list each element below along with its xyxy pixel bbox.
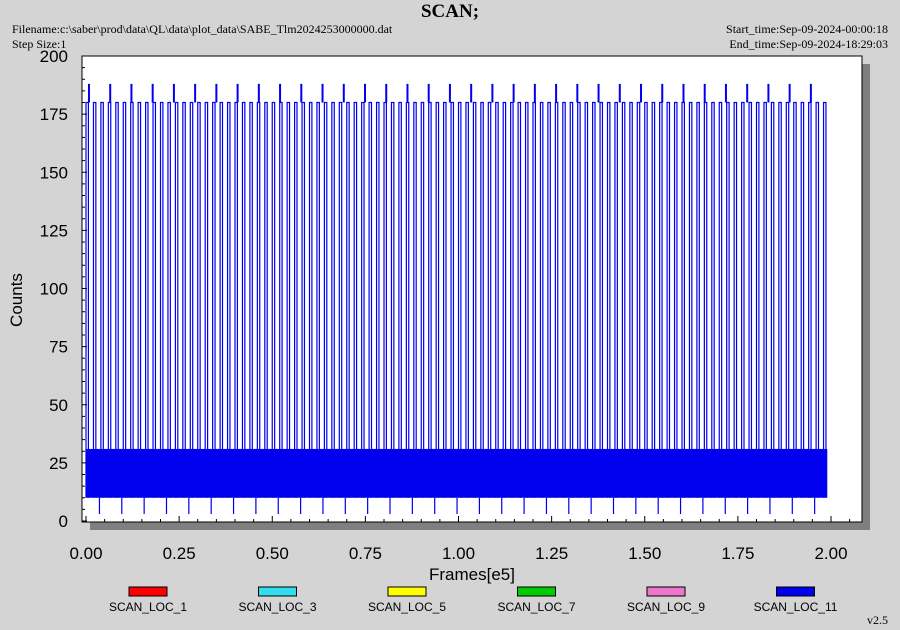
legend-item: SCAN_LOC_9 xyxy=(627,586,705,614)
legend-swatch xyxy=(387,586,427,597)
y-axis-label: Counts xyxy=(7,273,26,327)
x-axis-label: Frames[e5] xyxy=(429,565,515,584)
legend-swatch xyxy=(128,586,168,597)
legend-swatch xyxy=(258,586,297,597)
series-secondary-peaks xyxy=(87,83,812,103)
x-tick-label: 2.00 xyxy=(814,544,847,563)
legend: SCAN_LOC_1 SCAN_LOC_3 SCAN_LOC_5 SCAN_LOC_7… xyxy=(109,586,838,614)
y-tick-label: 125 xyxy=(40,221,68,240)
plot-area xyxy=(81,55,863,523)
legend-item: SCAN_LOC_7 xyxy=(497,586,576,614)
series-band xyxy=(86,448,828,498)
legend-swatch xyxy=(776,586,815,597)
x-tick-label: 1.75 xyxy=(721,544,754,563)
y-tick-label: 175 xyxy=(40,105,68,124)
legend-label: SCAN_LOC_11 xyxy=(754,600,838,614)
filename-label: Filename:c:\saber\prod\data\QL\data\plot… xyxy=(12,22,393,36)
y-tick-label: 100 xyxy=(40,280,68,299)
series-spikes xyxy=(85,101,827,515)
version-label: v2.5 xyxy=(867,613,888,627)
x-tick-label: 1.00 xyxy=(442,544,475,563)
start-time-label: Start_time:Sep-09-2024-00:00:18 xyxy=(726,22,888,36)
y-tick-label: 50 xyxy=(49,396,68,415)
end-time-label: End_time:Sep-09-2024-18:29:03 xyxy=(729,37,888,51)
legend-label: SCAN_LOC_7 xyxy=(497,600,575,614)
series-scan-loc-11 xyxy=(85,83,828,515)
y-tick-label: 25 xyxy=(49,454,68,473)
legend-label: SCAN_LOC_3 xyxy=(238,600,316,614)
x-tick-label: 0.25 xyxy=(163,544,196,563)
step-size-label: Step Size:1 xyxy=(12,37,67,51)
x-tick-label: 0.00 xyxy=(69,544,102,563)
x-tick-label: 0.75 xyxy=(349,544,382,563)
x-tick-label: 1.50 xyxy=(628,544,661,563)
x-tick-label: 1.25 xyxy=(535,544,568,563)
legend-swatch xyxy=(517,586,556,597)
legend-item: SCAN_LOC_11 xyxy=(754,586,838,614)
legend-swatch xyxy=(646,586,686,597)
x-tick-label: 0.50 xyxy=(256,544,289,563)
y-tick-label: 75 xyxy=(49,338,68,357)
axes-layer: 0 25 50 75 100 125 150 175 200 0.00 0.25 0.50 0.75 1.… xyxy=(40,47,851,563)
y-tick-label: 200 xyxy=(40,47,68,66)
legend-label: SCAN_LOC_9 xyxy=(627,600,705,614)
legend-item: SCAN_LOC_1 xyxy=(109,586,187,614)
y-tick-label: 150 xyxy=(40,163,68,182)
legend-item: SCAN_LOC_3 xyxy=(238,586,317,614)
y-tick-label: 0 xyxy=(59,512,68,531)
series-layer xyxy=(85,83,828,515)
legend-label: SCAN_LOC_5 xyxy=(368,600,446,614)
legend-item: SCAN_LOC_5 xyxy=(368,586,446,614)
legend-label: SCAN_LOC_1 xyxy=(109,600,187,614)
chart-title: SCAN; xyxy=(420,1,480,22)
